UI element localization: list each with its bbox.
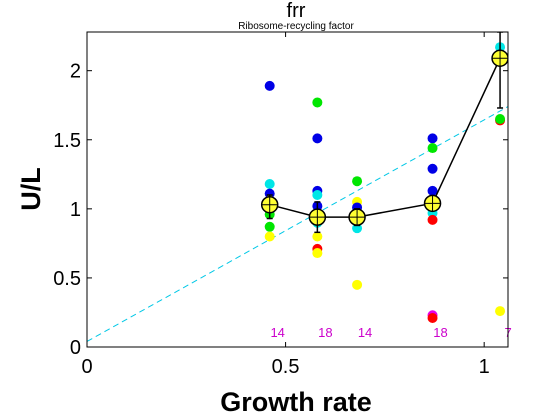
data-point-17	[352, 176, 363, 187]
data-point-1	[264, 178, 275, 189]
x-tick-label-1: 0.5	[272, 356, 300, 378]
data-point-25	[427, 143, 438, 154]
data-point-27	[427, 185, 438, 196]
chart-subtitle: Ribosome-recycling factor	[238, 21, 354, 32]
y-tick-label-3: 1.5	[53, 130, 81, 152]
data-point-14	[312, 231, 323, 242]
x-axis-label: Growth rate	[220, 387, 372, 417]
mean-line-0	[269, 57, 501, 218]
data-point-8	[312, 97, 323, 108]
sample-count-1: 18	[318, 325, 332, 340]
sample-count-0: 14	[270, 325, 284, 340]
x-tick-label-2: 1	[479, 356, 490, 378]
axes: 0 0.5 1 0 0.5 1 1.5 2	[53, 32, 508, 378]
y-tick-label-2: 1	[70, 199, 81, 221]
trend-line	[87, 106, 508, 342]
data-point-24	[427, 133, 438, 144]
sample-count-2: 14	[358, 325, 372, 340]
data-point-30	[427, 214, 438, 225]
data-point-26	[427, 163, 438, 174]
data-point-11	[312, 190, 323, 201]
plot-inner	[87, 32, 508, 342]
plot-frame	[86, 31, 509, 348]
data-point-16	[312, 248, 323, 259]
data-point-32	[427, 312, 438, 323]
data-point-2	[264, 188, 275, 199]
data-point-23	[352, 279, 363, 290]
data-point-9	[312, 133, 323, 144]
data-point-7	[264, 231, 275, 242]
y-tick-label-1: 0.5	[53, 268, 81, 290]
y-tick-label-0: 0	[70, 337, 81, 359]
data-point-0	[264, 80, 275, 91]
plot-area: 14 18 14 18 7	[87, 32, 512, 342]
x-tick-label-0: 0	[81, 356, 92, 378]
y-tick-label-4: 2	[70, 61, 81, 83]
y-axis-label: U/L	[16, 167, 46, 211]
sample-count-3: 18	[433, 325, 447, 340]
data-point-36	[495, 306, 506, 317]
data-point-35	[495, 114, 506, 125]
data-point-6	[264, 221, 275, 232]
chart-title: frr	[287, 0, 306, 22]
